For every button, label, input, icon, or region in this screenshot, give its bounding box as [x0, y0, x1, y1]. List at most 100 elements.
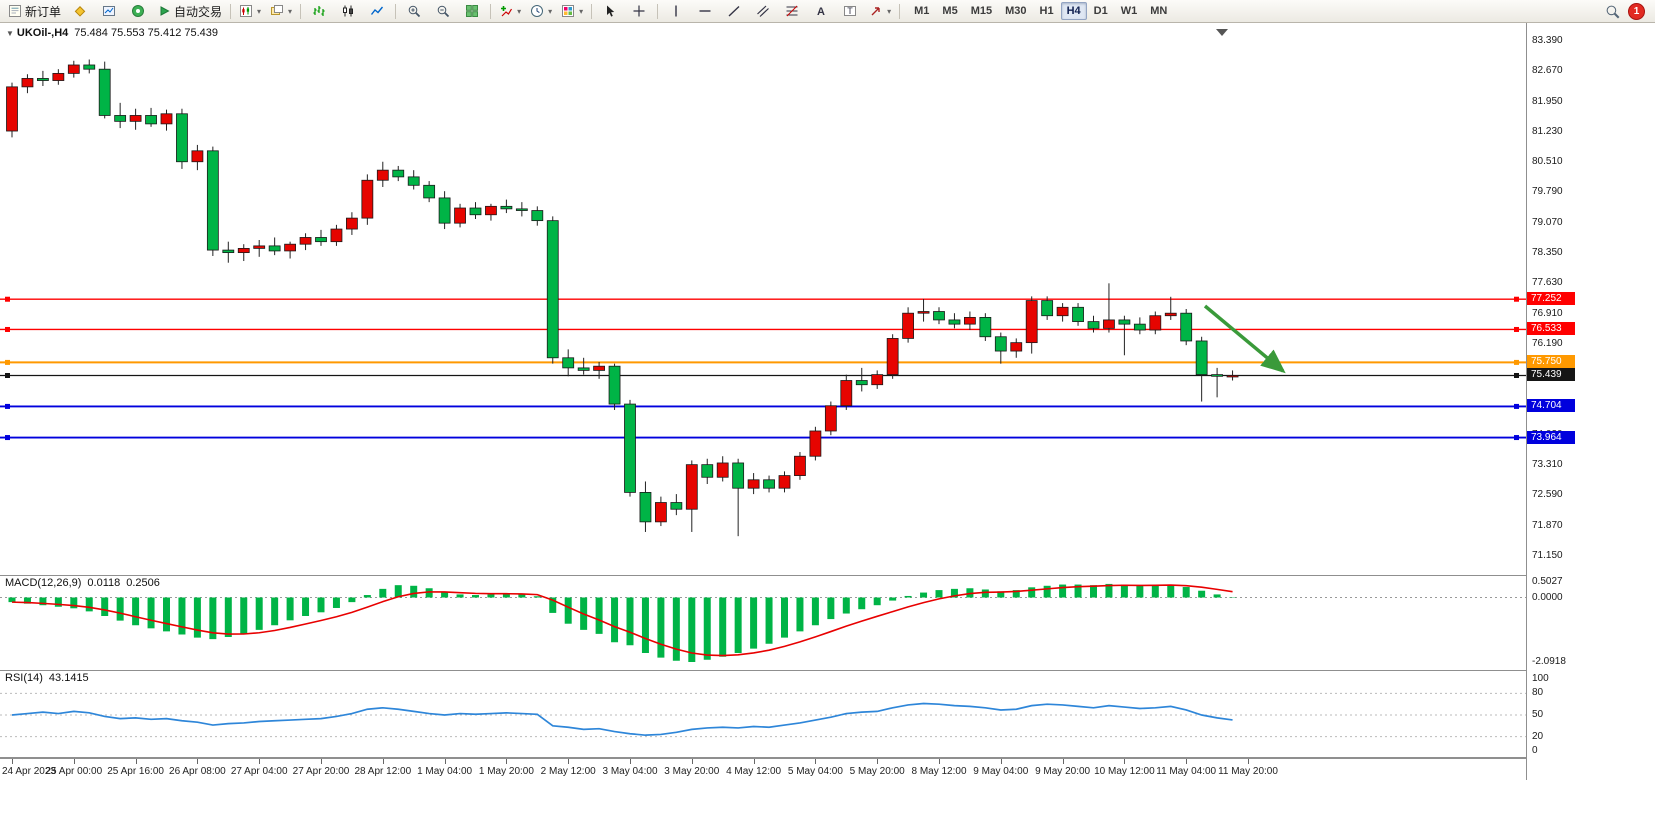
- search-icon[interactable]: [1605, 4, 1620, 19]
- market-watch-button[interactable]: [95, 0, 123, 22]
- toolbar: 新订单 自动交易 ▾ ▾ ▾: [0, 0, 1655, 23]
- hline-handle[interactable]: [5, 326, 10, 332]
- candle: [624, 399, 636, 497]
- autotrading-button[interactable]: 自动交易: [153, 0, 226, 22]
- time-tick: [73, 759, 75, 764]
- macd-canvas[interactable]: [0, 576, 1526, 669]
- toolbar-separator: [300, 3, 302, 19]
- hline-handle[interactable]: [1514, 435, 1519, 441]
- panel-splitter[interactable]: [0, 670, 1655, 671]
- timeframe-H4[interactable]: H4: [1060, 2, 1087, 20]
- horizontal-line-button[interactable]: [691, 0, 719, 22]
- periods-button[interactable]: ▾: [526, 0, 556, 22]
- notification-badge[interactable]: 1: [1628, 2, 1645, 20]
- hline-handle[interactable]: [1514, 403, 1519, 409]
- candle: [809, 426, 822, 461]
- time-axis-label: 25 Apr 16:00: [107, 766, 164, 777]
- time-axis-label: 9 May 04:00: [973, 766, 1029, 777]
- crosshair-button[interactable]: [625, 0, 653, 22]
- rsi-canvas[interactable]: [0, 671, 1526, 757]
- chart-candles-button[interactable]: [334, 0, 362, 22]
- toolbar-right: 1: [1605, 2, 1651, 20]
- hline-handle[interactable]: [5, 403, 10, 409]
- macd-axis-label: 0.5027: [1532, 576, 1563, 587]
- rsi-label: RSI(14): [5, 672, 43, 684]
- timeframe-MN[interactable]: MN: [1150, 5, 1168, 17]
- hline-handle[interactable]: [1514, 359, 1519, 365]
- candle: [871, 370, 884, 389]
- navigator-button[interactable]: [124, 0, 152, 22]
- panel-splitter[interactable]: [0, 575, 1655, 576]
- candle: [546, 216, 559, 364]
- navigator-icon: [132, 5, 145, 17]
- hline-handle[interactable]: [1514, 296, 1519, 302]
- zoom-in-button[interactable]: [400, 0, 428, 22]
- price-axis[interactable]: 83.390 82.670 81.950 81.230 80.510 79.790 79.0…: [1526, 23, 1655, 780]
- timeframe-M15[interactable]: M15: [970, 5, 993, 17]
- time-axis[interactable]: 24 Apr 2023 25 Apr 00:00 25 Apr 16:00 26 Ap…: [0, 758, 1526, 781]
- price-shift-marker[interactable]: [1216, 29, 1228, 36]
- trend-arrow[interactable]: [1203, 304, 1286, 374]
- tile-windows-button[interactable]: [458, 0, 486, 22]
- hline-support-lower[interactable]: [0, 435, 1526, 441]
- time-tick: [12, 759, 13, 764]
- candle: [701, 458, 714, 484]
- chart-bars-button[interactable]: [305, 0, 333, 22]
- candle: [237, 244, 250, 262]
- metaeditor-button[interactable]: [66, 0, 94, 22]
- hline-handle[interactable]: [5, 372, 10, 378]
- hline-pivot-orange[interactable]: [0, 359, 1526, 365]
- templates-button[interactable]: ▾: [557, 0, 587, 22]
- hline-handle[interactable]: [5, 296, 10, 302]
- candle: [361, 174, 374, 225]
- hline-handle[interactable]: [1514, 372, 1519, 378]
- timeframe-M5[interactable]: M5: [942, 5, 958, 17]
- ohlc-values: 75.484 75.553 75.412 75.439: [74, 27, 219, 39]
- profiles-button[interactable]: ▾: [266, 0, 296, 22]
- arrows-button[interactable]: ▾: [865, 0, 895, 22]
- hline-resistance-upper[interactable]: [0, 296, 1526, 302]
- new-chart-icon: [240, 5, 253, 17]
- channel-button[interactable]: [749, 0, 777, 22]
- time-tick: [382, 759, 384, 764]
- timeframe-M30[interactable]: M30: [1005, 5, 1027, 17]
- hline-handle[interactable]: [1514, 326, 1519, 332]
- candle: [284, 241, 297, 259]
- indicators-button[interactable]: ▾: [495, 0, 525, 22]
- text-label-button[interactable]: T: [836, 0, 864, 22]
- candle: [268, 237, 281, 256]
- vertical-line-button[interactable]: [662, 0, 690, 22]
- timeframe-H1[interactable]: H1: [1039, 5, 1054, 17]
- candle: [1010, 338, 1023, 358]
- candle: [994, 332, 1007, 364]
- zoom-out-button[interactable]: [429, 0, 457, 22]
- hline-handle[interactable]: [5, 435, 10, 441]
- timeframe-D1[interactable]: D1: [1093, 5, 1108, 17]
- line-chart-icon: [371, 6, 384, 15]
- text-button[interactable]: A: [807, 0, 835, 22]
- price-axis-label: 82.670: [1532, 65, 1563, 77]
- main-chart-canvas[interactable]: [0, 23, 1526, 575]
- hline-handle[interactable]: [5, 359, 10, 365]
- fibonacci-button[interactable]: [778, 0, 806, 22]
- candle: [83, 59, 96, 74]
- new-order-button[interactable]: 新订单: [4, 0, 65, 22]
- candle: [299, 233, 312, 251]
- cursor-button[interactable]: [596, 0, 624, 22]
- chart-line-button[interactable]: [363, 0, 391, 22]
- candle: [67, 60, 80, 78]
- hline-support-upper[interactable]: [0, 403, 1526, 409]
- svg-text:T: T: [847, 6, 853, 16]
- timeframe-W1[interactable]: W1: [1120, 5, 1138, 17]
- time-axis-label: 27 Apr 04:00: [230, 766, 288, 777]
- time-tick: [1248, 759, 1249, 764]
- time-axis-label: 5 May 20:00: [849, 766, 905, 777]
- timeframe-M1[interactable]: M1: [914, 5, 930, 17]
- trendline-button[interactable]: [720, 0, 748, 22]
- hline-resistance-lower[interactable]: [0, 326, 1526, 332]
- candle: [454, 203, 466, 228]
- time-tick: [630, 759, 631, 764]
- hline-current-price[interactable]: [0, 372, 1526, 378]
- new-chart-button[interactable]: ▾: [235, 0, 265, 22]
- candle: [593, 361, 605, 379]
